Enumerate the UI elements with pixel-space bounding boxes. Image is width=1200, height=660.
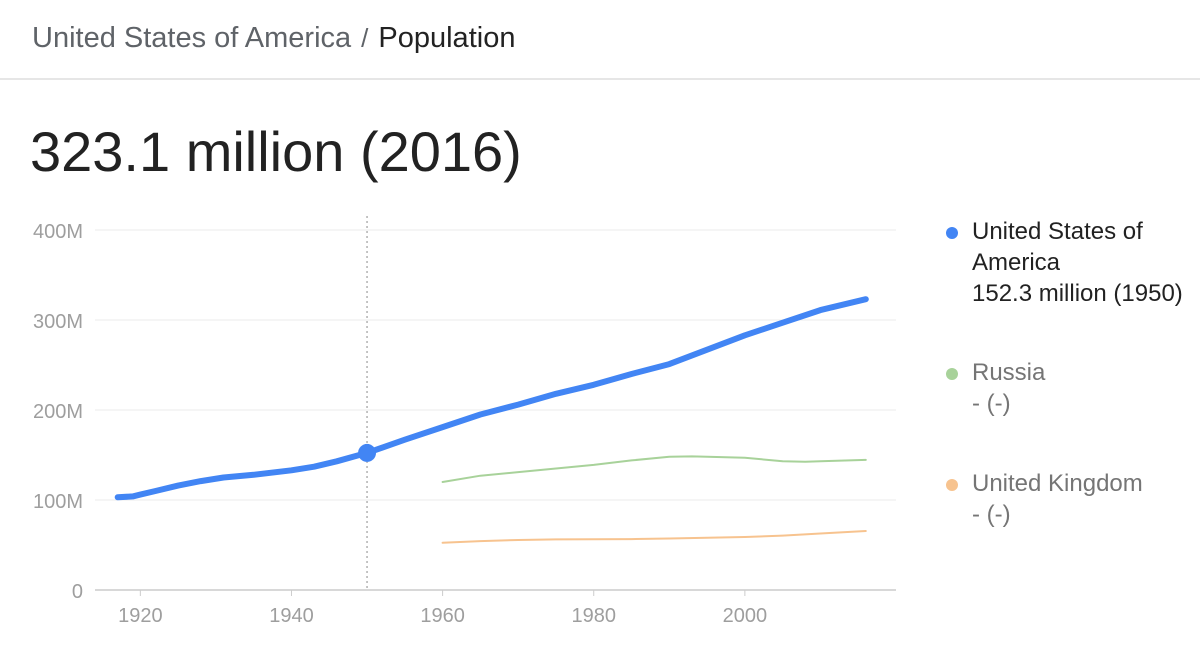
y-tick-label: 200M	[33, 401, 83, 423]
y-axis-ticks: 0 100M 200M 300M 400M	[33, 221, 83, 603]
x-tick-label: 1920	[118, 605, 163, 627]
breadcrumb-current: Population	[378, 22, 516, 54]
x-tick-label: 2000	[723, 605, 768, 627]
legend-dot-uk	[946, 479, 958, 491]
legend-text-uk: United Kingdom - (-)	[972, 468, 1192, 530]
series-line-united-states-of-america	[114, 296, 869, 501]
y-tick-label: 100M	[33, 491, 83, 513]
population-chart[interactable]: 0 100M 200M 300M 400M 1920 1940 1960 1980 2000	[0, 200, 920, 660]
x-tick-label: 1980	[571, 605, 616, 627]
y-tick-label: 400M	[33, 221, 83, 243]
legend-text-russia: Russia - (-)	[972, 357, 1192, 419]
legend-dot-russia	[946, 368, 958, 380]
series-line-united-kingdom	[441, 530, 867, 544]
x-tick-label: 1940	[269, 605, 314, 627]
x-tick-label: 1960	[420, 605, 465, 627]
hover-point	[358, 443, 377, 462]
legend-value-uk: - (-)	[972, 501, 1011, 528]
header-divider	[0, 78, 1200, 80]
legend-name-usa: United States of America	[972, 218, 1143, 276]
population-headline: 323.1 million (2016)	[30, 120, 522, 183]
breadcrumb-country-link[interactable]: United States of America	[32, 22, 352, 54]
legend-value-usa: 152.3 million (1950)	[972, 280, 1183, 307]
legend-text-usa: United States of America 152.3 million (…	[972, 216, 1192, 309]
hover-marker-layer	[358, 443, 377, 462]
y-tick-label: 0	[72, 581, 83, 603]
breadcrumb: United States of America / Population	[32, 18, 515, 58]
legend-name-russia: Russia	[972, 359, 1046, 386]
legend-name-uk: United Kingdom	[972, 470, 1143, 497]
legend-value-russia: - (-)	[972, 390, 1011, 417]
chart-series	[114, 296, 869, 544]
y-tick-label: 300M	[33, 311, 83, 333]
x-axis-ticks: 1920 1940 1960 1980 2000	[118, 590, 767, 627]
breadcrumb-separator: /	[361, 23, 369, 53]
legend-dot-usa	[946, 227, 958, 239]
series-line-russia	[441, 455, 867, 483]
